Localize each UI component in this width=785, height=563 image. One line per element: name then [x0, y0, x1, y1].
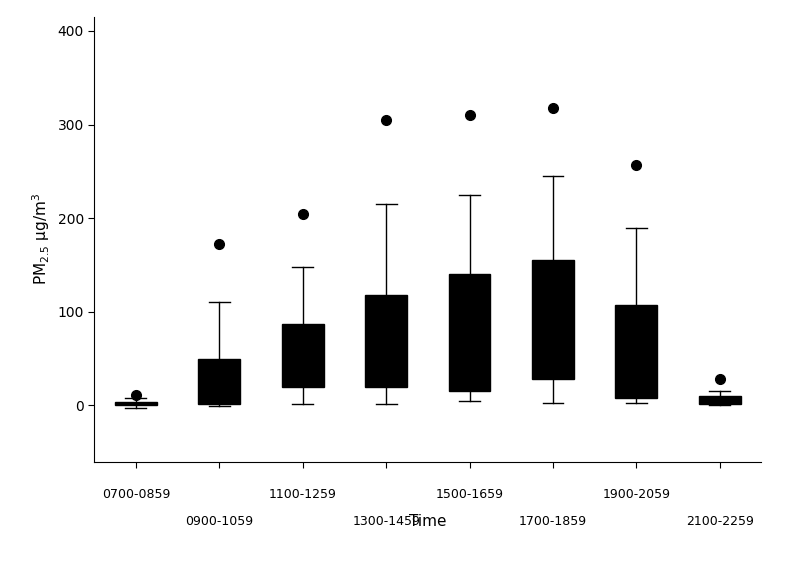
Text: 1700-1859: 1700-1859: [519, 515, 587, 528]
PathPatch shape: [115, 402, 157, 405]
Text: 0900-1059: 0900-1059: [185, 515, 254, 528]
Text: 1300-1459: 1300-1459: [352, 515, 420, 528]
PathPatch shape: [449, 274, 491, 391]
PathPatch shape: [282, 324, 323, 387]
Text: 1100-1259: 1100-1259: [268, 488, 337, 501]
Text: 1500-1659: 1500-1659: [436, 488, 503, 501]
PathPatch shape: [199, 359, 240, 404]
PathPatch shape: [365, 295, 407, 387]
PathPatch shape: [532, 260, 574, 379]
PathPatch shape: [699, 396, 740, 404]
Text: 1900-2059: 1900-2059: [602, 488, 670, 501]
X-axis label: Time: Time: [409, 514, 447, 529]
Text: 2100-2259: 2100-2259: [686, 515, 754, 528]
Text: 0700-0859: 0700-0859: [102, 488, 170, 501]
PathPatch shape: [615, 305, 657, 398]
Y-axis label: PM$_{2.5}$ μg/m$^3$: PM$_{2.5}$ μg/m$^3$: [30, 193, 52, 285]
